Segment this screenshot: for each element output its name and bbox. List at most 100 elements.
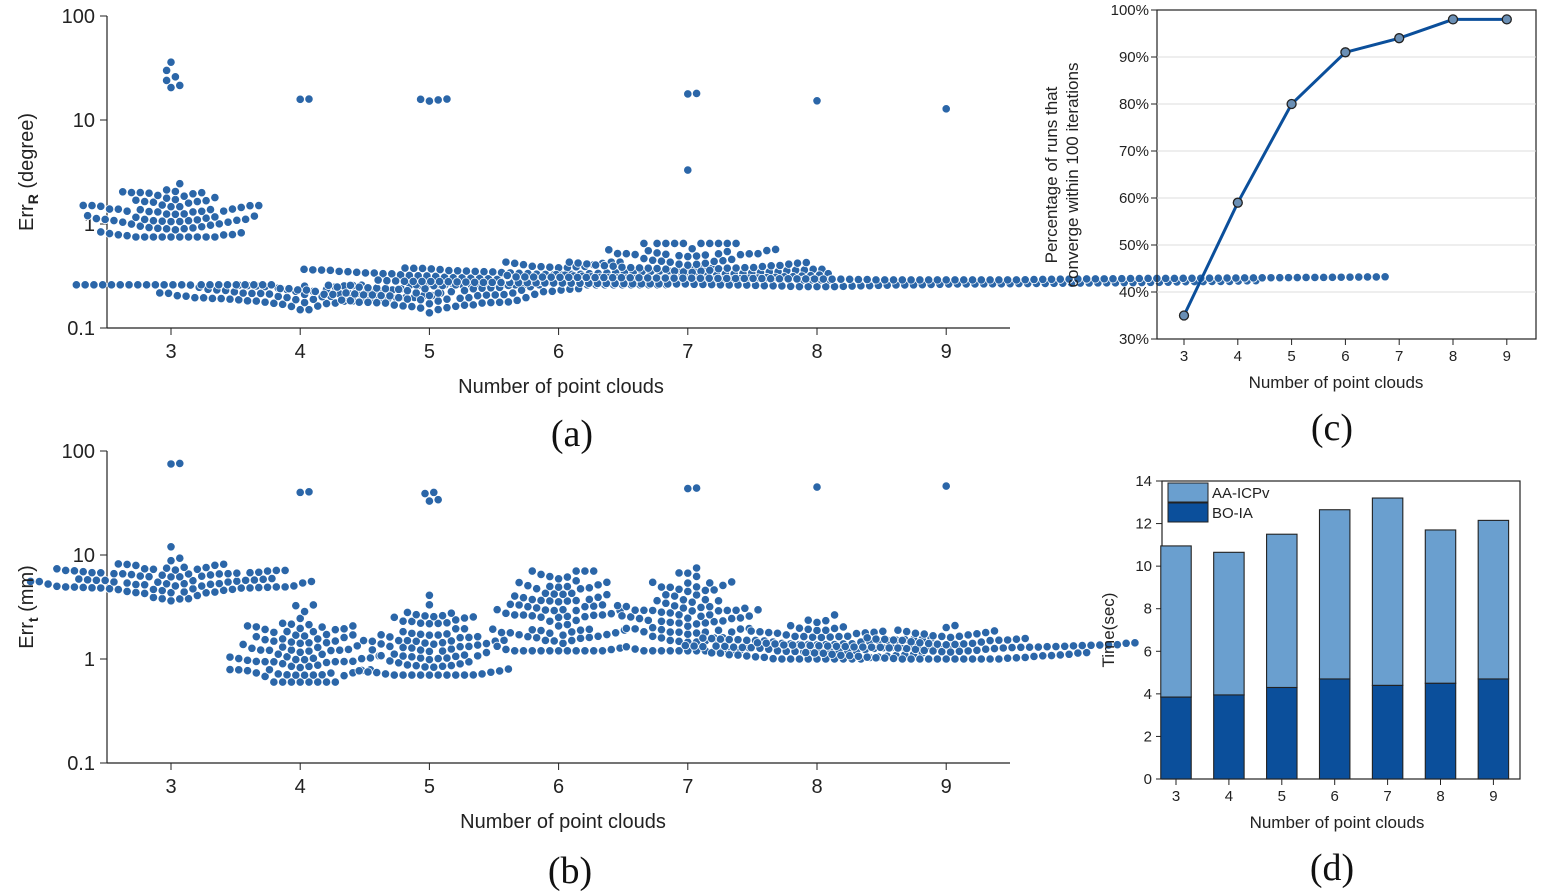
data-point: [348, 656, 358, 666]
data-point: [683, 586, 693, 597]
data-point: [750, 652, 761, 662]
data-point: [602, 577, 612, 587]
data-point: [799, 631, 809, 642]
data-point: [473, 291, 483, 301]
data-point: [742, 635, 752, 645]
data-point: [304, 620, 314, 630]
data-point: [135, 221, 145, 231]
data-point: [295, 623, 305, 634]
data-point: [278, 659, 288, 669]
data-point: [201, 588, 211, 598]
data-point: [616, 273, 627, 283]
data-point: [845, 651, 855, 661]
data-point: [748, 273, 758, 284]
data-point: [451, 624, 461, 634]
data-point: [880, 634, 890, 644]
data-point: [683, 613, 693, 623]
data-point: [83, 575, 93, 585]
data-point: [665, 257, 675, 267]
data-point: [584, 594, 594, 605]
data-point: [131, 588, 141, 598]
data-point: [729, 642, 739, 652]
data-point: [96, 201, 106, 211]
data-point: [527, 566, 537, 576]
data-point: [251, 656, 261, 667]
data-point: [321, 638, 332, 648]
data-point: [739, 273, 749, 284]
data-point: [83, 211, 93, 221]
data-point: [179, 579, 189, 589]
data-point: [260, 624, 270, 635]
data-point: [950, 620, 960, 631]
data-point: [1020, 652, 1030, 662]
data-point: [981, 627, 991, 638]
data-point: [713, 625, 724, 635]
data-point: [553, 621, 564, 631]
data-point: [196, 280, 206, 290]
data-point: [269, 677, 279, 687]
data-point: [256, 645, 266, 655]
data-point: [89, 280, 99, 290]
data-point: [722, 273, 732, 283]
data-point: [514, 578, 524, 588]
data-point: [433, 304, 443, 315]
data-point: [429, 612, 439, 622]
data-point: [442, 294, 452, 304]
x-tick-label: 7: [1395, 348, 1403, 365]
data-point: [972, 645, 982, 655]
data-point: [1301, 272, 1311, 283]
data-point: [394, 293, 404, 303]
data-point: [144, 223, 154, 233]
data-point: [589, 646, 599, 656]
data-point: [424, 670, 434, 680]
data-point: [571, 576, 581, 586]
data-point: [1310, 272, 1320, 283]
data-point: [527, 625, 537, 635]
data-point: [722, 238, 732, 249]
data-point: [389, 300, 399, 310]
data-point: [501, 257, 511, 267]
data-point: [326, 668, 336, 678]
data-point: [1016, 642, 1026, 652]
data-point: [360, 268, 371, 278]
data-point: [1038, 651, 1048, 661]
data-point: [157, 200, 167, 210]
data-point: [357, 654, 367, 664]
data-point: [687, 273, 697, 283]
data-point: [691, 483, 702, 493]
data-point: [181, 291, 191, 301]
data-point: [188, 576, 198, 586]
data-point: [214, 219, 224, 229]
data-point: [665, 627, 675, 637]
data-point: [241, 575, 251, 585]
data-point: [862, 633, 872, 643]
data-point: [442, 629, 452, 639]
data-point: [700, 595, 710, 605]
data-point: [166, 556, 176, 566]
data-point: [170, 186, 180, 197]
data-point: [783, 274, 793, 284]
panel-c-grid: [1157, 56, 1536, 293]
data-point: [251, 668, 261, 678]
data-point: [571, 646, 581, 656]
data-point: [665, 635, 675, 646]
data-point: [812, 96, 822, 106]
data-point: [1143, 273, 1153, 284]
data-point: [954, 631, 964, 641]
data-point: [1248, 273, 1259, 283]
data-point: [648, 605, 658, 616]
data-point: [227, 229, 238, 240]
data-point: [251, 296, 261, 306]
data-point: [683, 483, 693, 494]
x-tick-label: 3: [165, 341, 176, 363]
data-point: [249, 575, 259, 585]
data-point: [443, 277, 453, 287]
data-point: [530, 289, 540, 299]
data-point: [372, 283, 382, 293]
data-point: [437, 661, 448, 671]
data-point: [950, 275, 960, 285]
data-point: [398, 642, 408, 653]
data-point: [941, 275, 951, 285]
data-point: [234, 295, 244, 305]
data-point: [661, 238, 671, 249]
